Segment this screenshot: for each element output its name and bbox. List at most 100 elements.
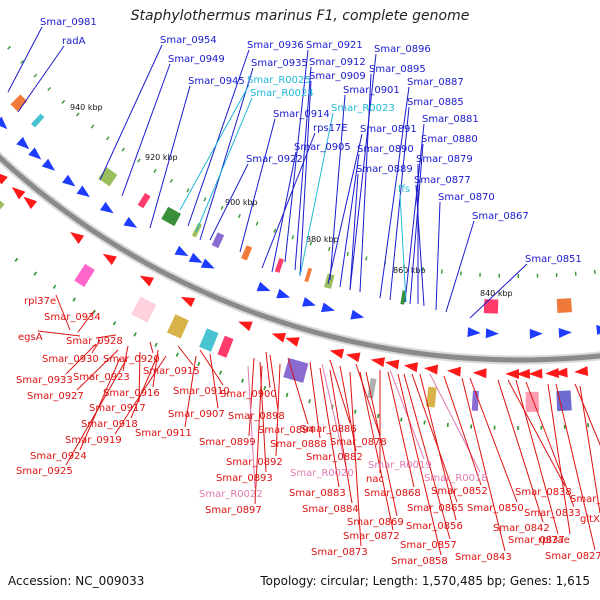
top-leader-line — [399, 193, 407, 303]
bottom-leader-line — [397, 373, 442, 556]
gene-label: Smar_0852 — [431, 486, 488, 497]
gene-label: Smar_0843 — [455, 552, 512, 563]
scale-dot — [237, 213, 241, 219]
bottom-leader-line — [95, 334, 117, 339]
scale-dot — [423, 420, 426, 425]
gene-label: Smar_0892 — [226, 457, 283, 468]
top-leader-line — [339, 153, 360, 288]
forward-gene-arrow — [123, 216, 138, 228]
scale-dot — [421, 267, 424, 272]
feature-tracks — [0, 45, 600, 430]
reverse-gene-arrow — [238, 321, 253, 332]
scale-dot — [460, 271, 462, 276]
top-leader-line — [261, 132, 316, 269]
gene-label: Smar_0889 — [356, 164, 413, 175]
gene-label: Smar_0878 — [330, 437, 387, 448]
genome-stats-text: Topology: circular; Length: 1,570,485 bp… — [260, 574, 590, 588]
gene-label: Smar_0914 — [273, 109, 330, 120]
gene-label: Smar_0909 — [309, 71, 366, 82]
bottom-leader-line — [269, 354, 279, 411]
scale-dot — [255, 221, 259, 226]
scale-dot — [346, 251, 349, 257]
cog-block-forward — [31, 113, 45, 128]
cog-block-reverse — [283, 358, 309, 383]
gene-label: Smar_0888 — [270, 439, 327, 450]
gene-label: Smar_0827 — [545, 551, 600, 562]
cog-block-reverse — [131, 296, 157, 323]
top-labels: Smar_0981 radA Smar_0954 Smar_0949 Smar_0945… — [40, 17, 582, 265]
gene-label: Smar_0858 — [391, 556, 448, 567]
cog-block-reverse — [217, 335, 234, 358]
bottom-leader-line — [355, 363, 381, 437]
reverse-gene-arrow — [545, 368, 560, 379]
gene-label: gltX — [580, 514, 600, 525]
top-leader-line — [179, 84, 250, 211]
genome-backbone — [0, 154, 600, 363]
reverse-gene-arrow — [139, 275, 155, 287]
scale-dot — [240, 378, 244, 383]
bottom-leader-line — [403, 373, 451, 540]
genome-title: Staphylothermus marinus F1, complete gen… — [130, 8, 470, 24]
reverse-gene-arrow — [403, 362, 419, 373]
gene-label: Smar_0896 — [374, 44, 431, 55]
cog-block-forward — [304, 267, 313, 283]
kbp-tick-label: 860 kbp — [393, 266, 426, 275]
scale-dot — [263, 385, 267, 391]
bottom-leader-line — [319, 367, 340, 488]
forward-gene-arrow — [256, 281, 271, 292]
bottom-leader-line — [429, 373, 481, 473]
scale-dot — [517, 425, 519, 430]
forward-gene-arrow — [350, 309, 365, 320]
reverse-gene-arrow — [11, 186, 26, 200]
gene-label: Smar_R0023 — [331, 103, 395, 114]
bottom-leader-line — [37, 330, 81, 337]
top-leader-line — [379, 86, 410, 299]
gene-label: Smar_R0018 — [424, 473, 488, 484]
gene-label: rpl7ae — [538, 535, 570, 546]
gene-label: Smar_0868 — [364, 488, 421, 499]
reverse-gene-arrow — [23, 196, 38, 210]
top-leader-line — [239, 118, 276, 253]
genome-ring — [0, 151, 600, 365]
gene-label: Smar_0981 — [40, 17, 97, 28]
gene-label: Smar_0887 — [407, 77, 464, 88]
gene-label: Smar_R0025 — [247, 75, 311, 86]
gene-label: Smar_0894 — [258, 425, 315, 436]
bottom-leader-line — [91, 339, 101, 354]
bottom-leader-line — [461, 377, 506, 552]
forward-gene-arrow — [200, 258, 215, 269]
bottom-leader-line — [547, 383, 571, 535]
kbp-tick-label: 900 kbp — [225, 198, 258, 207]
scale-dot — [328, 246, 331, 252]
scale-dot — [353, 409, 357, 414]
forward-gene-arrow — [0, 116, 8, 130]
scale-dot — [563, 424, 566, 429]
scale-dot — [498, 273, 500, 278]
cog-block-reverse — [166, 314, 189, 339]
reverse-gene-arrow — [285, 337, 300, 347]
scale-dot — [47, 86, 52, 91]
gene-label: Smar_0923 — [73, 372, 130, 383]
bottom-leader-line — [130, 353, 159, 419]
cog-block-reverse — [74, 263, 95, 287]
accession-text: Accession: NC_009033 — [8, 574, 145, 588]
scale-dot — [365, 256, 368, 261]
gene-label: Smar_0879 — [416, 154, 473, 165]
kbp-tick-label: 880 kbp — [306, 235, 339, 244]
bottom-leader-line — [287, 357, 309, 425]
bottom-leader-line — [209, 353, 219, 409]
scale-dot — [517, 273, 520, 278]
gene-label: Smar_0901 — [343, 85, 400, 96]
gene-label: Smar_0884 — [302, 504, 359, 515]
cog-block-forward — [10, 94, 28, 112]
bottom-leader-line — [525, 381, 575, 508]
gene-label: Smar_0905 — [294, 142, 351, 153]
gene-label: Smar_0921 — [306, 40, 363, 51]
bottom-leader-line — [248, 357, 255, 437]
gene-label: Smar_0850 — [467, 503, 524, 514]
gene-label: ffs — [398, 184, 410, 195]
gene-label: Smar_0899 — [199, 437, 256, 448]
forward-gene-arrow — [76, 185, 90, 198]
scale-dot — [285, 392, 289, 398]
gene-label: Smar_0823 — [570, 494, 600, 505]
